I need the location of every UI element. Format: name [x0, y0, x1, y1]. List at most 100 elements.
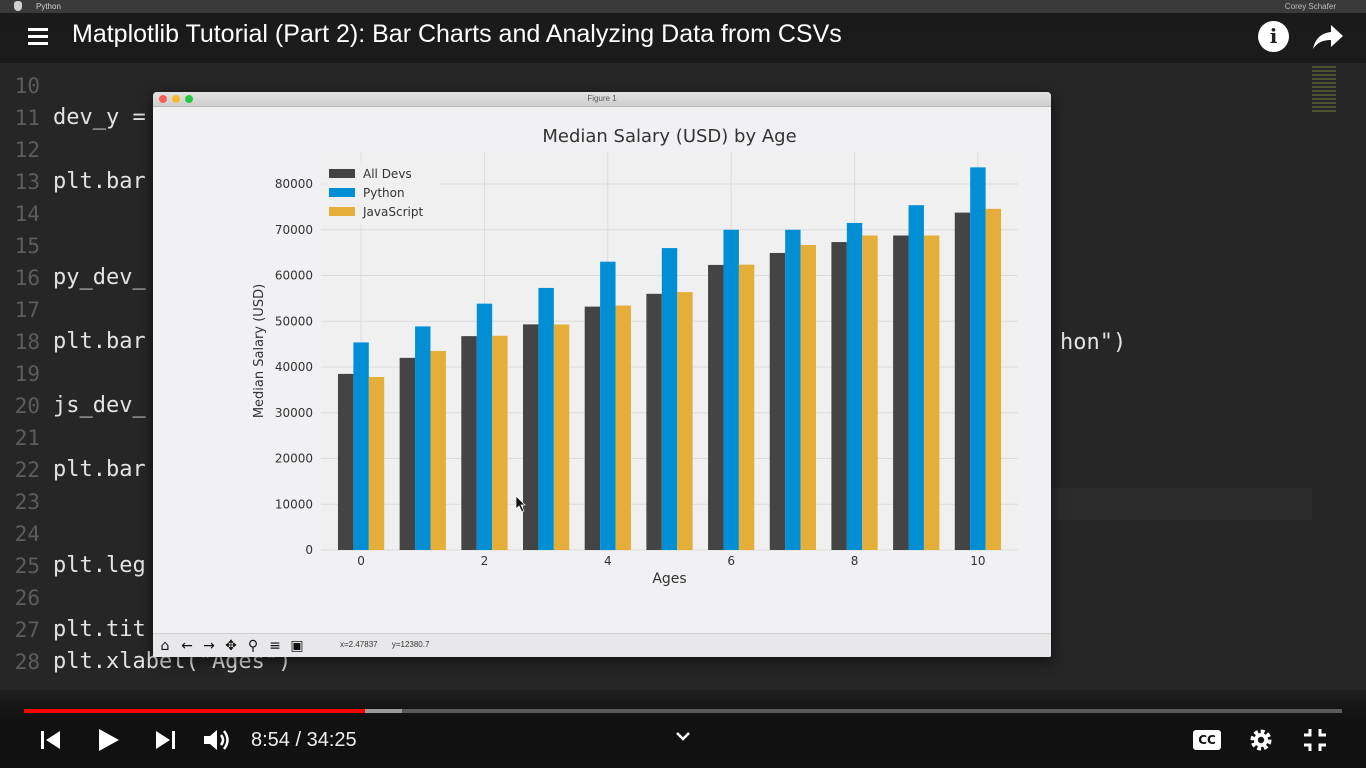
y-tick-label: 0: [305, 543, 313, 557]
y-tick-label: 20000: [275, 452, 313, 466]
progress-bar[interactable]: [24, 709, 1342, 713]
cursor-y: y=12380.7: [391, 640, 430, 649]
line-number: 13: [14, 170, 40, 194]
bar-all-devs: [584, 306, 601, 550]
bar-all-devs: [337, 373, 354, 550]
code-fragment-right: hon"): [1060, 330, 1127, 355]
youtube-controls: 8:54 / 34:25 CC: [0, 690, 1366, 768]
bar-python: [538, 287, 554, 550]
bar-all-devs: [954, 212, 971, 550]
figure-window[interactable]: Figure 1 0 10000 20000 30000 40000 50000 60000…: [153, 92, 1051, 657]
bar-python: [723, 229, 739, 550]
bar-python: [415, 326, 431, 550]
figure-window-title: Figure 1: [587, 94, 617, 103]
info-icon[interactable]: i: [1258, 21, 1289, 52]
code-line[interactable]: plt.leg: [53, 553, 146, 578]
x-tick-label: 8: [851, 554, 859, 568]
bar-javascript: [492, 335, 508, 550]
x-tick-label: 0: [357, 554, 365, 568]
code-line[interactable]: plt.bar: [53, 329, 146, 354]
bar-all-devs: [461, 336, 477, 550]
y-tick-label: 80000: [275, 177, 313, 191]
previous-icon[interactable]: [38, 726, 64, 754]
y-tick-label: 70000: [275, 223, 313, 237]
home-icon[interactable]: ⌂: [160, 638, 170, 654]
editor-minimap[interactable]: [1312, 66, 1336, 112]
line-number: 28: [14, 650, 40, 674]
bar-javascript: [800, 244, 816, 551]
close-window-icon[interactable]: [159, 95, 167, 103]
settings-gear-icon[interactable]: [1247, 726, 1275, 754]
play-icon[interactable]: [94, 726, 122, 754]
bar-python: [661, 248, 678, 550]
figure-titlebar[interactable]: Figure 1: [153, 92, 1051, 107]
video-title[interactable]: Matplotlib Tutorial (Part 2): Bar Charts…: [72, 20, 842, 48]
bar-javascript: [553, 324, 570, 550]
code-line[interactable]: dev_y =: [53, 105, 146, 130]
chevron-down-icon[interactable]: [673, 728, 693, 744]
forward-arrow-icon[interactable]: →: [203, 638, 215, 654]
code-line[interactable]: plt.bar: [53, 169, 146, 194]
figure-toolbar: ⌂ ← → ✥ ⚲ ≡ ▣ x=2.47837 y=12380.7: [153, 633, 1051, 657]
back-arrow-icon[interactable]: ←: [181, 638, 193, 654]
playlist-menu-icon[interactable]: [28, 28, 54, 50]
legend-swatch: [329, 169, 355, 178]
save-icon[interactable]: ▣: [290, 638, 304, 654]
code-line[interactable]: plt.bar: [53, 457, 146, 482]
line-number: 26: [14, 586, 40, 610]
line-number: 12: [14, 138, 40, 162]
bar-python: [846, 222, 863, 551]
mac-app-name[interactable]: Python: [36, 2, 61, 11]
bar-python: [600, 261, 616, 550]
bar-python: [476, 303, 493, 550]
apple-logo-icon[interactable]: [14, 1, 22, 11]
duration: 34:25: [306, 729, 357, 751]
share-icon[interactable]: [1312, 23, 1344, 51]
mac-user-name[interactable]: Corey Schafer: [1284, 2, 1336, 11]
bar-all-devs: [831, 242, 847, 550]
line-number: 14: [14, 202, 40, 226]
minimize-window-icon[interactable]: [172, 95, 180, 103]
x-axis-label: Ages: [652, 571, 686, 587]
code-line[interactable]: plt.tit: [53, 617, 146, 642]
current-time: 8:54: [251, 729, 290, 751]
bar-all-devs: [708, 264, 724, 550]
progress-played: [24, 709, 365, 713]
y-tick-label: 60000: [275, 269, 313, 283]
next-icon[interactable]: [152, 726, 178, 754]
line-number: 15: [14, 234, 40, 258]
legend-label: Python: [363, 186, 405, 200]
youtube-top-bar: Matplotlib Tutorial (Part 2): Bar Charts…: [0, 13, 1366, 63]
bar-python: [353, 342, 369, 550]
x-tick-label: 10: [970, 554, 985, 568]
legend-label: JavaScript: [362, 205, 423, 219]
line-number: 19: [14, 362, 40, 386]
line-number: 16: [14, 266, 40, 290]
code-line[interactable]: py_dev_: [53, 265, 146, 290]
bar-javascript: [430, 350, 446, 550]
y-axis-label: Median Salary (USD): [252, 284, 267, 418]
bar-chart: 0 10000 20000 30000 40000 50000 60000 70000 8000…: [252, 126, 1018, 587]
bar-javascript: [862, 235, 878, 550]
closed-captions-button[interactable]: CC: [1193, 730, 1221, 750]
current-line-highlight: [1050, 488, 1312, 520]
bar-python: [908, 205, 924, 550]
x-tick-label: 6: [727, 554, 735, 568]
code-line[interactable]: js_dev_: [53, 393, 146, 418]
pan-icon[interactable]: ✥: [225, 638, 237, 654]
line-number: 18: [14, 330, 40, 354]
legend-swatch: [329, 188, 355, 197]
bar-javascript: [985, 208, 1002, 550]
exit-fullscreen-icon[interactable]: [1301, 726, 1329, 754]
legend-label: All Devs: [363, 167, 412, 181]
bar-javascript: [368, 377, 385, 550]
configure-icon[interactable]: ≡: [269, 638, 281, 654]
line-number: 25: [14, 554, 40, 578]
bar-python: [785, 229, 801, 550]
volume-icon[interactable]: [202, 726, 234, 754]
legend-swatch: [329, 207, 355, 216]
zoom-icon[interactable]: ⚲: [247, 638, 259, 654]
line-number: 10: [14, 74, 40, 98]
bar-javascript: [677, 292, 693, 550]
maximize-window-icon[interactable]: [185, 95, 193, 103]
